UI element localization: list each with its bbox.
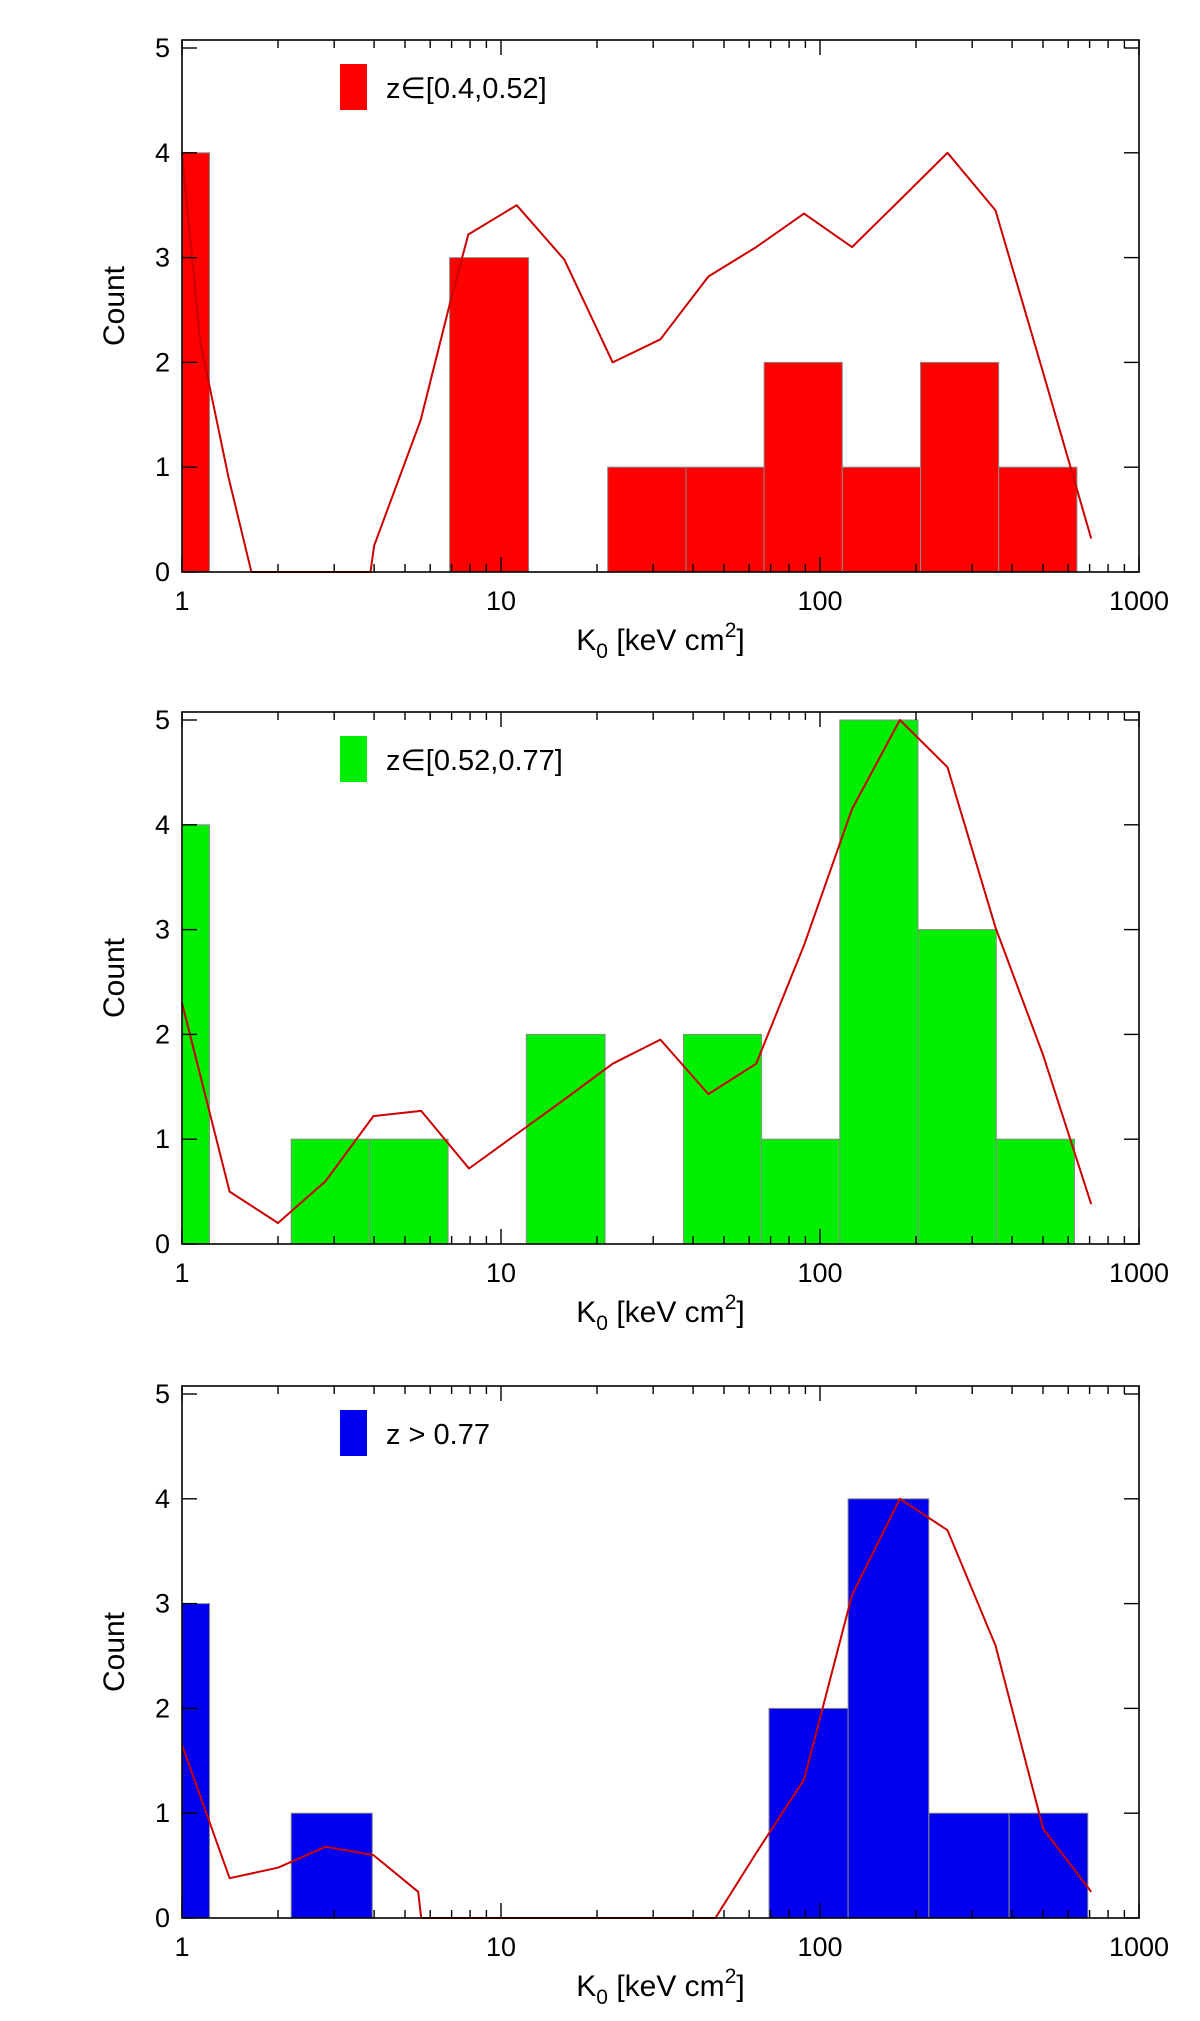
bar <box>839 719 919 1245</box>
bar <box>998 466 1078 573</box>
bar <box>607 466 687 573</box>
y-tick-label: 1 <box>155 1798 170 1828</box>
bar <box>928 1812 1010 1919</box>
y-tick-label: 0 <box>155 557 170 587</box>
y-tick-label: 2 <box>155 347 170 377</box>
bar <box>685 466 765 573</box>
x-tick-label: 1000 <box>1109 1258 1169 1288</box>
legend-label: z∈[0.4,0.52] <box>386 73 547 105</box>
y-tick-label: 4 <box>155 810 170 840</box>
legend: z∈[0.4,0.52] <box>340 64 547 110</box>
y-tick-label: 3 <box>155 915 170 945</box>
bars <box>181 152 1078 573</box>
x-axis-label: K0 [keV cm2] <box>576 619 744 663</box>
bar <box>763 361 843 573</box>
x-tick-label: 1 <box>174 1258 189 1288</box>
y-tick-label: 1 <box>155 452 170 482</box>
bar <box>290 1812 373 1919</box>
x-tick-label: 1 <box>174 586 189 616</box>
bar <box>920 361 1000 573</box>
y-tick-label: 0 <box>155 1903 170 1933</box>
x-axis-label: K0 [keV cm2] <box>576 1291 744 1335</box>
bar <box>449 257 530 573</box>
y-tick-label: 5 <box>155 1379 170 1409</box>
density-curve <box>181 719 1093 1224</box>
bar <box>768 1707 849 1919</box>
bar <box>369 1138 449 1245</box>
bar <box>761 1138 841 1245</box>
bars <box>181 719 1075 1245</box>
bar <box>995 1138 1075 1245</box>
bar <box>290 1138 371 1245</box>
legend-swatch <box>340 64 367 110</box>
y-tick-label: 5 <box>155 705 170 735</box>
y-axis-label: Count <box>98 265 131 346</box>
x-tick-label: 10 <box>486 1258 516 1288</box>
y-tick-label: 5 <box>155 33 170 63</box>
x-tick-label: 10 <box>486 586 516 616</box>
y-ticks <box>182 47 1139 573</box>
legend: z∈[0.52,0.77] <box>340 736 563 782</box>
x-ticks <box>181 712 1140 1244</box>
bar <box>847 1498 930 1919</box>
bar <box>525 1033 606 1245</box>
x-ticks <box>181 1386 1140 1918</box>
x-tick-label: 1000 <box>1109 586 1169 616</box>
y-axis-label: Count <box>98 1611 131 1692</box>
x-tick-label: 100 <box>797 1932 842 1962</box>
x-tick-label: 1000 <box>1109 1932 1169 1962</box>
y-tick-label: 3 <box>155 243 170 273</box>
y-axis-label: Count <box>98 937 131 1018</box>
bar <box>1008 1812 1089 1919</box>
legend: z > 0.77 <box>340 1410 490 1456</box>
y-tick-label: 2 <box>155 1693 170 1723</box>
bars <box>181 1498 1089 1919</box>
y-tick-label: 0 <box>155 1229 170 1259</box>
bar <box>181 1603 210 1919</box>
y-ticks <box>182 1393 1139 1919</box>
y-tick-label: 2 <box>155 1019 170 1049</box>
x-ticks <box>181 40 1140 572</box>
y-tick-label: 4 <box>155 1484 170 1514</box>
x-tick-label: 100 <box>797 586 842 616</box>
bar <box>841 466 921 573</box>
y-tick-label: 4 <box>155 138 170 168</box>
legend-label: z > 0.77 <box>386 1419 490 1451</box>
bar <box>682 1033 763 1245</box>
x-tick-label: 100 <box>797 1258 842 1288</box>
plot-frame <box>181 1385 1140 1919</box>
density-curve <box>181 1497 1092 1919</box>
y-tick-label: 3 <box>155 1589 170 1619</box>
plot-frame <box>181 39 1140 573</box>
legend-swatch <box>340 736 367 782</box>
bar <box>917 929 997 1245</box>
x-tick-label: 1 <box>174 1932 189 1962</box>
legend-swatch <box>340 1410 367 1456</box>
x-axis-label: K0 [keV cm2] <box>576 1965 744 2009</box>
y-tick-label: 1 <box>155 1124 170 1154</box>
legend-label: z∈[0.52,0.77] <box>386 745 563 777</box>
x-tick-label: 10 <box>486 1932 516 1962</box>
y-ticks <box>182 719 1139 1245</box>
plot-frame <box>181 711 1140 1245</box>
